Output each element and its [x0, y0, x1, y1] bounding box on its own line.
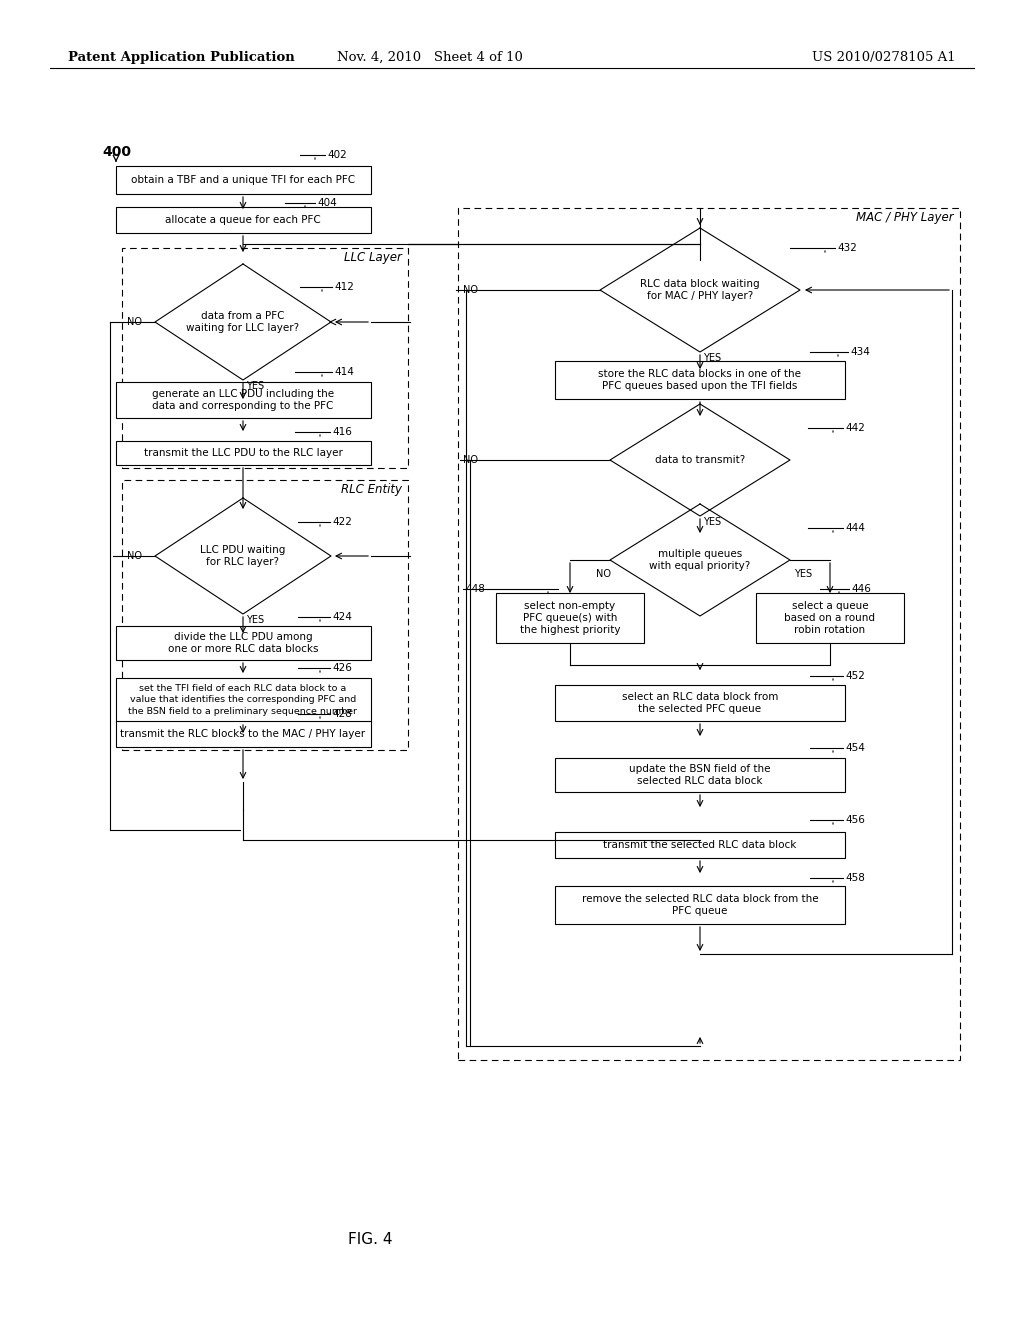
Text: RLC data block waiting
for MAC / PHY layer?: RLC data block waiting for MAC / PHY lay… [640, 279, 760, 301]
Text: select non-empty
PFC queue(s) with
the highest priority: select non-empty PFC queue(s) with the h… [520, 601, 621, 635]
Bar [116, 678, 371, 722]
Text: 426: 426 [332, 663, 352, 673]
Text: select a queue
based on a round
robin rotation: select a queue based on a round robin ro… [784, 601, 876, 635]
Bar [122, 480, 408, 750]
Bar [555, 685, 845, 721]
Text: allocate a queue for each PFC: allocate a queue for each PFC [165, 215, 321, 224]
Text: 428: 428 [332, 709, 352, 719]
Text: YES: YES [246, 615, 264, 624]
Text: update the BSN field of the
selected RLC data block: update the BSN field of the selected RLC… [630, 764, 771, 787]
Bar [116, 166, 371, 194]
Bar [555, 758, 845, 792]
Text: data to transmit?: data to transmit? [655, 455, 745, 465]
Bar [122, 248, 408, 469]
Text: 412: 412 [334, 282, 354, 292]
Text: LLC Layer: LLC Layer [344, 252, 402, 264]
Text: YES: YES [246, 381, 264, 391]
Bar [555, 832, 845, 858]
Text: store the RLC data blocks in one of the
PFC queues based upon the TFI fields: store the RLC data blocks in one of the … [598, 368, 802, 391]
Text: YES: YES [703, 352, 721, 363]
Bar [116, 441, 371, 465]
Text: 416: 416 [332, 426, 352, 437]
Text: YES: YES [794, 569, 812, 579]
Text: NO: NO [127, 550, 142, 561]
Bar [555, 360, 845, 399]
Bar [555, 886, 845, 924]
Text: 454: 454 [845, 743, 865, 752]
Bar [458, 209, 961, 1060]
Text: transmit the RLC blocks to the MAC / PHY layer: transmit the RLC blocks to the MAC / PHY… [121, 729, 366, 739]
Text: FIG. 4: FIG. 4 [348, 1233, 392, 1247]
Bar [756, 593, 904, 643]
Text: 422: 422 [332, 517, 352, 527]
Bar [116, 626, 371, 660]
Text: NO: NO [127, 317, 142, 327]
Text: 444: 444 [845, 523, 865, 533]
Text: US 2010/0278105 A1: US 2010/0278105 A1 [812, 50, 956, 63]
Bar [116, 207, 371, 234]
Text: 400: 400 [102, 145, 131, 158]
Text: Nov. 4, 2010   Sheet 4 of 10: Nov. 4, 2010 Sheet 4 of 10 [337, 50, 523, 63]
Text: generate an LLC PDU including the
data and corresponding to the PFC: generate an LLC PDU including the data a… [152, 389, 334, 412]
Text: MAC / PHY Layer: MAC / PHY Layer [856, 211, 954, 224]
Text: RLC Entity: RLC Entity [341, 483, 402, 496]
Text: divide the LLC PDU among
one or more RLC data blocks: divide the LLC PDU among one or more RLC… [168, 632, 318, 655]
Text: 448: 448 [465, 583, 485, 594]
Bar [116, 381, 371, 418]
Text: 432: 432 [837, 243, 857, 253]
Text: select an RLC data block from
the selected PFC queue: select an RLC data block from the select… [622, 692, 778, 714]
Text: NO: NO [596, 569, 611, 579]
Text: transmit the selected RLC data block: transmit the selected RLC data block [603, 840, 797, 850]
Text: 458: 458 [845, 873, 865, 883]
Text: NO: NO [463, 285, 478, 294]
Text: transmit the LLC PDU to the RLC layer: transmit the LLC PDU to the RLC layer [143, 447, 342, 458]
Text: NO: NO [463, 455, 478, 465]
Text: 404: 404 [317, 198, 337, 209]
Text: multiple queues
with equal priority?: multiple queues with equal priority? [649, 549, 751, 572]
Text: 402: 402 [327, 150, 347, 160]
Text: 442: 442 [845, 422, 865, 433]
Text: LLC PDU waiting
for RLC layer?: LLC PDU waiting for RLC layer? [201, 545, 286, 568]
Text: remove the selected RLC data block from the
PFC queue: remove the selected RLC data block from … [582, 894, 818, 916]
Text: 434: 434 [850, 347, 869, 356]
Bar [116, 721, 371, 747]
Text: obtain a TBF and a unique TFI for each PFC: obtain a TBF and a unique TFI for each P… [131, 176, 355, 185]
Text: 446: 446 [851, 583, 870, 594]
Text: Patent Application Publication: Patent Application Publication [68, 50, 295, 63]
Bar [496, 593, 644, 643]
Text: 424: 424 [332, 612, 352, 622]
Text: data from a PFC
waiting for LLC layer?: data from a PFC waiting for LLC layer? [186, 310, 300, 333]
Text: 452: 452 [845, 671, 865, 681]
Text: YES: YES [703, 517, 721, 527]
Text: 456: 456 [845, 814, 865, 825]
Text: 414: 414 [334, 367, 354, 378]
Text: set the TFI field of each RLC data block to a
value that identifies the correspo: set the TFI field of each RLC data block… [128, 684, 357, 715]
